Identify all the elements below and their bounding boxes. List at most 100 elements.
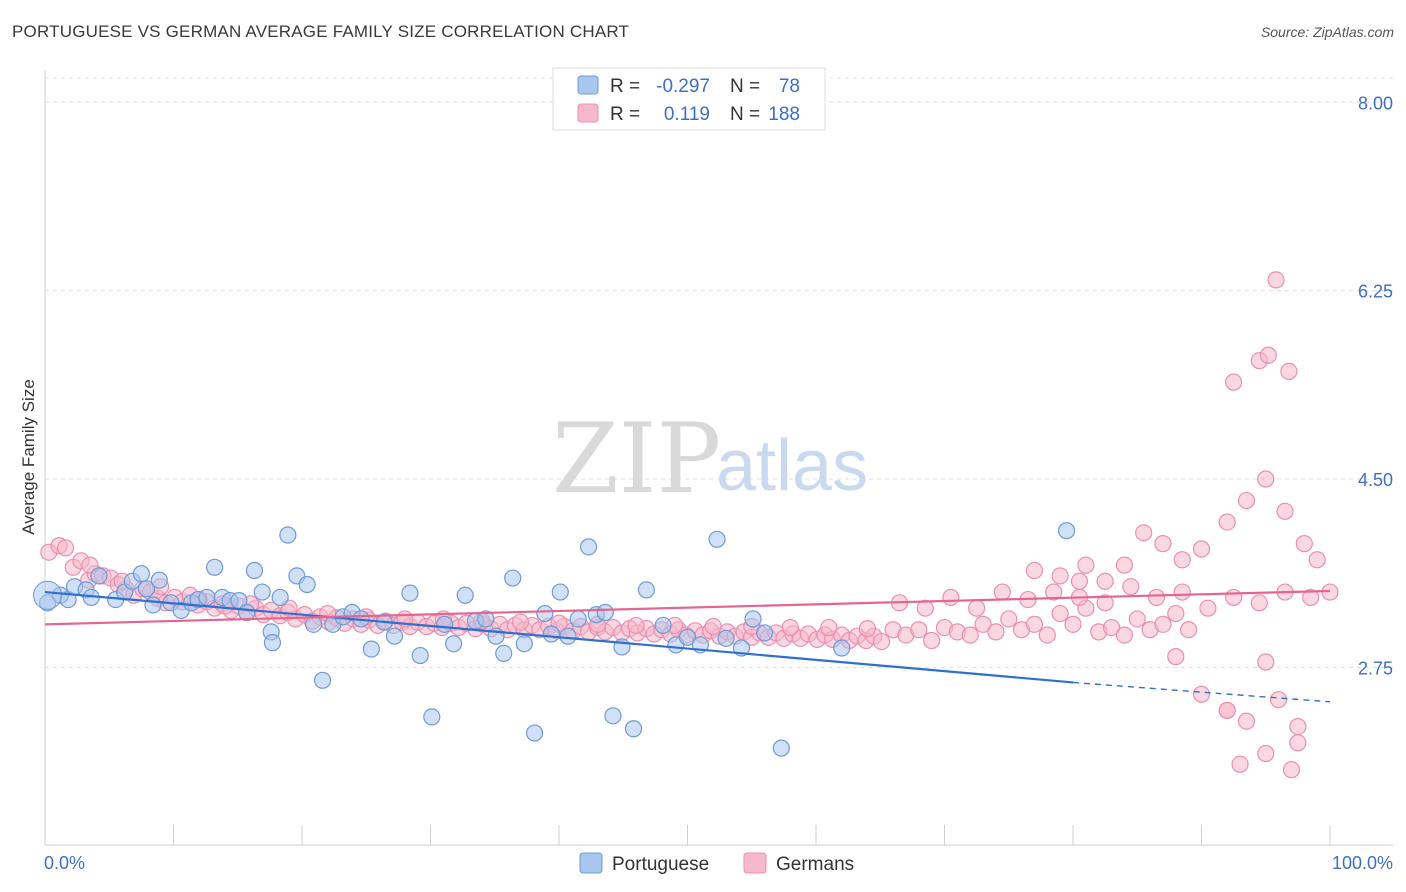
point-germans	[1192, 540, 1211, 558]
point-germans	[1000, 610, 1018, 628]
point-portuguese	[604, 707, 622, 725]
y-tick-labels: 2.75 4.50 6.25 8.00	[1358, 93, 1393, 678]
point-germans	[1180, 621, 1198, 639]
source-label: Source: ZipAtlas.com	[1260, 24, 1394, 40]
point-germans	[1218, 513, 1236, 531]
point-portuguese	[132, 565, 150, 583]
point-germans	[1257, 470, 1275, 488]
legend-n-label-portuguese: N =	[730, 76, 760, 97]
point-portuguese	[198, 588, 216, 607]
point-portuguese	[708, 530, 726, 548]
point-portuguese-large	[33, 580, 63, 610]
chart-title: PORTUGUESE VS GERMAN AVERAGE FAMILY SIZE…	[12, 22, 630, 41]
point-portuguese	[137, 580, 156, 598]
point-germans	[1051, 567, 1069, 585]
legend-swatch-germans	[577, 103, 599, 123]
legend-r-label-germans: R =	[610, 104, 640, 125]
y-tick-label: 2.75	[1358, 658, 1393, 678]
legend-r-value-portuguese: -0.297	[656, 76, 710, 97]
bottom-legend-swatch-germans	[743, 852, 767, 874]
point-germans	[1192, 685, 1211, 703]
point-germans	[820, 618, 838, 637]
point-portuguese	[385, 627, 404, 645]
legend-n-value-germans: 188	[768, 104, 800, 125]
point-portuguese	[144, 596, 162, 614]
y-tick-label: 8.00	[1358, 93, 1393, 113]
point-germans	[916, 599, 934, 617]
point-portuguese	[445, 635, 463, 653]
bottom-legend-swatch-portuguese	[579, 852, 603, 874]
point-germans	[1218, 701, 1236, 720]
point-germans	[1122, 578, 1140, 596]
point-germans	[1302, 588, 1320, 607]
point-germans	[1199, 599, 1217, 617]
point-germans	[511, 613, 530, 631]
point-portuguese	[436, 615, 454, 633]
point-germans	[961, 626, 979, 644]
point-germans	[704, 617, 722, 636]
point-portuguese	[279, 526, 297, 544]
x-tick-label-max: 100.0%	[1332, 853, 1393, 873]
legend: R = -0.297 N = 78 R = 0.119 N = 188	[552, 67, 826, 131]
y-tick-label: 4.50	[1358, 470, 1393, 490]
point-germans	[1308, 551, 1326, 569]
point-portuguese	[637, 581, 655, 599]
point-germans	[1276, 502, 1294, 520]
point-portuguese	[596, 603, 614, 622]
point-germans	[968, 599, 986, 617]
point-germans	[1077, 556, 1095, 574]
point-portuguese	[456, 586, 474, 604]
point-germans	[1115, 626, 1134, 644]
point-germans	[1154, 615, 1172, 633]
point-portuguese	[401, 584, 419, 602]
point-portuguese	[304, 615, 323, 633]
watermark-atlas: atlas	[716, 426, 868, 506]
point-germans	[1045, 583, 1063, 601]
point-portuguese	[579, 538, 598, 556]
point-portuguese	[362, 640, 380, 658]
point-germans	[974, 615, 992, 633]
point-germans	[1025, 615, 1044, 633]
data-points	[33, 271, 1339, 779]
point-portuguese	[495, 644, 513, 663]
point-germans	[1267, 271, 1285, 289]
point-portuguese	[263, 634, 282, 652]
point-germans	[1173, 583, 1191, 601]
point-portuguese	[525, 724, 544, 742]
point-portuguese	[654, 616, 672, 635]
point-portuguese	[559, 627, 577, 645]
point-germans	[872, 632, 891, 651]
x-tick-label-min: 0.0%	[44, 853, 85, 873]
point-germans	[910, 621, 928, 639]
point-germans	[1154, 535, 1172, 553]
point-portuguese	[1057, 522, 1076, 540]
point-portuguese	[755, 624, 774, 642]
point-portuguese	[569, 610, 587, 628]
point-portuguese	[536, 604, 554, 623]
point-germans	[1070, 572, 1089, 590]
point-germans	[993, 583, 1011, 601]
point-portuguese	[411, 646, 429, 665]
point-germans	[1295, 535, 1313, 553]
point-portuguese	[206, 558, 224, 576]
point-portuguese	[542, 625, 560, 643]
axes	[44, 70, 1393, 846]
point-germans	[1259, 346, 1277, 364]
point-portuguese	[717, 629, 735, 647]
point-portuguese	[313, 671, 332, 689]
point-germans	[1280, 362, 1298, 380]
point-portuguese	[678, 628, 697, 646]
point-germans	[1231, 755, 1249, 773]
trend-line-portuguese	[44, 590, 1074, 684]
point-germans	[942, 588, 960, 607]
point-germans	[1128, 610, 1146, 628]
point-germans	[1064, 615, 1082, 633]
bottom-legend-label-portuguese: Portuguese	[612, 854, 709, 875]
point-portuguese	[504, 569, 522, 587]
point-germans	[56, 539, 75, 557]
point-germans	[1257, 744, 1275, 763]
point-germans	[1269, 691, 1288, 709]
legend-n-label-germans: N =	[730, 104, 760, 125]
legend-r-label-portuguese: R =	[610, 76, 640, 97]
